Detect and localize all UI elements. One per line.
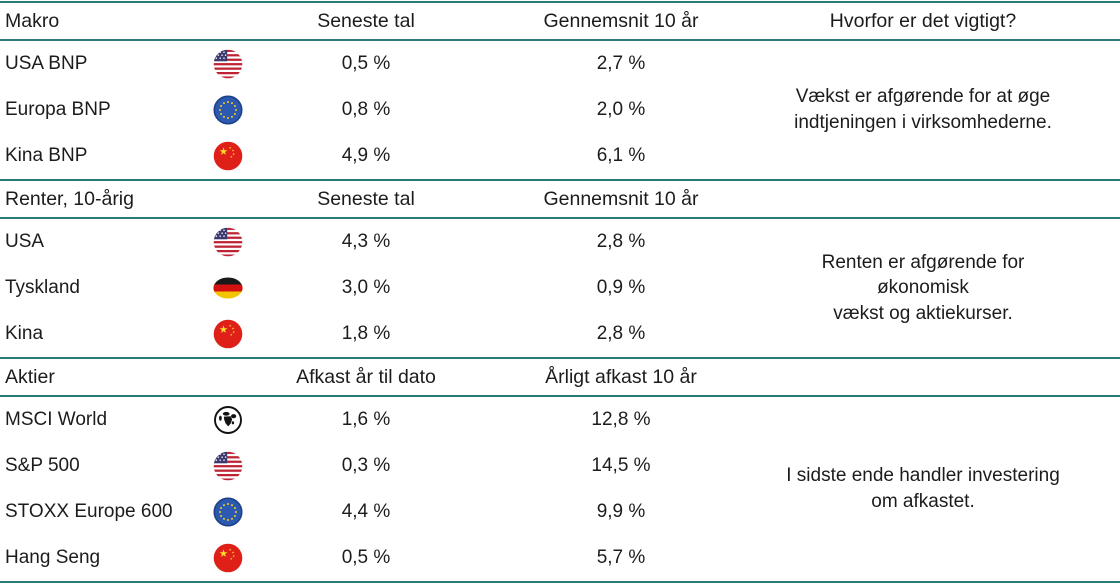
column-header-latest: Seneste tal — [317, 187, 415, 210]
average-value: 0,9 % — [596, 277, 646, 298]
average-value: 12,8 % — [591, 409, 651, 430]
latest-value: 0,3 % — [341, 455, 391, 476]
table-row: USA BNP 0,5 % 2,7 % — [0, 41, 776, 87]
average-value: 6,1 % — [596, 145, 646, 166]
latest-value: 0,5 % — [341, 547, 391, 568]
section-note: Vækst er afgørende for at øge indtjening… — [794, 86, 1052, 133]
row-label: USA BNP — [5, 53, 88, 74]
average-value: 5,7 % — [596, 547, 646, 568]
row-label: S&P 500 — [5, 455, 80, 476]
column-header-average: Gennemsnit 10 år — [543, 9, 699, 32]
table-row: Europa BNP 0,8 % 2,0 % — [0, 87, 776, 133]
latest-value: 1,6 % — [341, 409, 391, 430]
section-header: Aktier Afkast år til dato Årligt afkast … — [0, 357, 1120, 397]
section-note: Renten er afgørende for økonomisk vækst … — [821, 251, 1025, 324]
average-value: 2,7 % — [596, 53, 646, 74]
row-label: Europa BNP — [5, 99, 111, 120]
row-label: Kina — [5, 323, 44, 344]
section-header: Renter, 10-årig Seneste tal Gennemsnit 1… — [0, 179, 1120, 219]
section-aktier: Aktier Afkast år til dato Årligt afkast … — [0, 357, 1120, 581]
table-row: Kina BNP 4,9 % 6,1 % — [0, 133, 776, 179]
row-label: Hang Seng — [5, 547, 101, 568]
latest-value: 4,9 % — [341, 145, 391, 166]
eu-flag-icon — [213, 497, 243, 527]
column-header-latest: Seneste tal — [317, 9, 415, 32]
eu-flag-icon — [213, 95, 243, 125]
china-flag-icon — [213, 141, 243, 171]
average-value: 2,8 % — [596, 323, 646, 344]
column-header-average: Årligt afkast 10 år — [545, 365, 697, 388]
latest-value: 4,4 % — [341, 501, 391, 522]
latest-value: 0,5 % — [341, 53, 391, 74]
table-row: USA 4,3 % 2,8 % — [0, 219, 776, 265]
average-value: 2,8 % — [596, 231, 646, 252]
us-flag-icon — [213, 451, 243, 481]
us-flag-icon — [213, 49, 243, 79]
section-title: Renter, 10-årig — [5, 187, 134, 210]
germany-flag-icon — [213, 273, 243, 303]
row-label: USA — [5, 231, 45, 252]
latest-value: 0,8 % — [341, 99, 391, 120]
column-header-why-important: Hvorfor er det vigtigt? — [829, 9, 1017, 32]
china-flag-icon — [213, 543, 243, 573]
table-row: Tyskland 3,0 % 0,9 % — [0, 265, 776, 311]
row-label: STOXX Europe 600 — [5, 501, 173, 522]
section-title: Aktier — [5, 365, 55, 388]
section-title: Makro — [5, 9, 60, 32]
latest-value: 1,8 % — [341, 323, 391, 344]
column-header-average: Gennemsnit 10 år — [543, 187, 699, 210]
average-value: 14,5 % — [591, 455, 651, 476]
section-note: I sidste ende handler investering om afk… — [786, 465, 1060, 512]
table-row: Kina 1,8 % 2,8 % — [0, 311, 776, 357]
world-globe-icon — [213, 405, 243, 435]
latest-value: 4,3 % — [341, 231, 391, 252]
row-label: MSCI World — [5, 409, 108, 430]
table-row: S&P 500 0,3 % 14,5 % — [0, 443, 776, 489]
row-label: Kina BNP — [5, 145, 88, 166]
table-row: Hang Seng 0,5 % 5,7 % — [0, 535, 776, 581]
section-renter: Renter, 10-årig Seneste tal Gennemsnit 1… — [0, 179, 1120, 357]
latest-value: 3,0 % — [341, 277, 391, 298]
china-flag-icon — [213, 319, 243, 349]
column-header-latest: Afkast år til dato — [296, 365, 436, 388]
row-label: Tyskland — [5, 277, 80, 298]
table-row: STOXX Europe 600 4,4 % 9,9 % — [0, 489, 776, 535]
average-value: 2,0 % — [596, 99, 646, 120]
table-row: MSCI World 1,6 % 12,8 % — [0, 397, 776, 443]
section-makro: Makro Seneste tal Gennemsnit 10 år Hvorf… — [0, 1, 1120, 179]
section-header: Makro Seneste tal Gennemsnit 10 år Hvorf… — [0, 1, 1120, 41]
average-value: 9,9 % — [596, 501, 646, 522]
us-flag-icon — [213, 227, 243, 257]
